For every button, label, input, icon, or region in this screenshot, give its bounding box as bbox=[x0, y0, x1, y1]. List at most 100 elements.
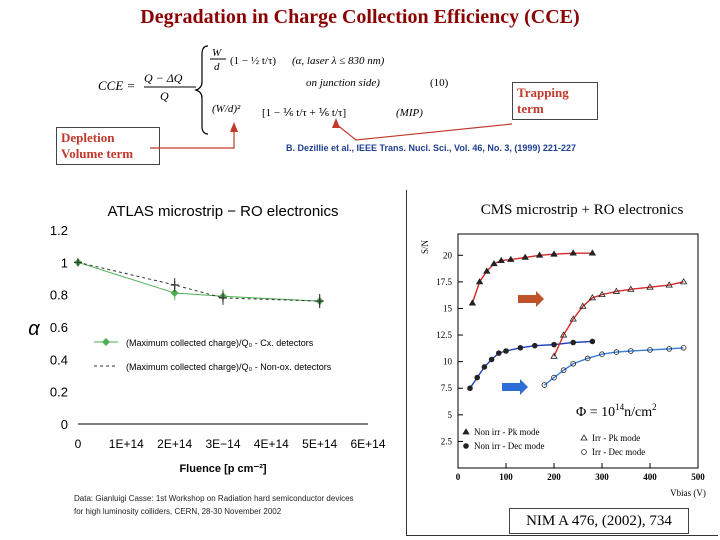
cce-equation: CCE = Q − ΔQ Q W d (1 − ½ t/τ) (α, laser… bbox=[98, 45, 449, 135]
nim-reference: NIM A 476, (2002), 734 bbox=[509, 508, 689, 534]
cms-data-point bbox=[666, 346, 673, 352]
atlas-x-tick: 2E+14 bbox=[157, 437, 192, 451]
cms-data-point bbox=[647, 347, 653, 353]
atlas-y-tick: 0.2 bbox=[50, 385, 68, 400]
atlas-x-label: Fluence [p cm⁻²] bbox=[179, 463, 266, 475]
cms-data-point bbox=[628, 348, 634, 354]
cms-data-point bbox=[475, 278, 484, 285]
cms-legend-entry: Non irr - Pk mode bbox=[474, 427, 540, 437]
cms-data-point bbox=[541, 382, 548, 388]
atlas-legend-marker bbox=[102, 338, 110, 346]
atlas-y-tick: 1.2 bbox=[50, 223, 68, 238]
cms-data-point bbox=[569, 249, 577, 256]
cms-y-tick: 12.5 bbox=[436, 330, 452, 340]
cms-legend-entry: Non irr - Dec mode bbox=[474, 441, 544, 451]
cms-x-tick: 0 bbox=[456, 472, 461, 482]
cms-y-tick: 5 bbox=[448, 410, 453, 420]
cms-data-point bbox=[569, 315, 577, 322]
equation-fraction-num: Q − ΔQ bbox=[144, 71, 183, 85]
cms-data-point bbox=[588, 249, 597, 256]
cms-data-point bbox=[497, 256, 505, 263]
svg-text:(1 − ½ t/τ): (1 − ½ t/τ) bbox=[230, 55, 276, 67]
atlas-data-point bbox=[315, 297, 324, 306]
atlas-footnote-1: Data: Gianluigi Casse: 1st Workshop on R… bbox=[74, 494, 354, 503]
cms-data-point bbox=[570, 339, 577, 346]
atlas-y-tick: 0.8 bbox=[50, 288, 68, 303]
cms-data-point bbox=[468, 299, 477, 306]
cms-x-tick: 300 bbox=[595, 472, 609, 482]
cms-data-point bbox=[481, 364, 488, 370]
cms-data-point bbox=[507, 255, 515, 262]
cms-data-point bbox=[570, 360, 577, 367]
cms-data-point bbox=[612, 287, 621, 294]
cms-y-tick: 7.5 bbox=[441, 383, 453, 393]
atlas-series-line bbox=[77, 261, 320, 302]
cms-series-line bbox=[469, 340, 593, 389]
cms-data-point bbox=[550, 250, 558, 257]
atlas-x-tick: 0 bbox=[75, 437, 82, 451]
cms-y-tick: 20 bbox=[443, 250, 453, 260]
svg-text:W: W bbox=[212, 47, 222, 59]
cms-y-tick: 10 bbox=[443, 357, 453, 367]
atlas-data-point bbox=[74, 258, 82, 267]
cms-legend-marker bbox=[463, 443, 469, 449]
cms-x-tick: 400 bbox=[643, 472, 657, 482]
cms-data-point bbox=[488, 356, 495, 363]
equation-fraction-den: Q bbox=[160, 89, 169, 103]
cms-data-point bbox=[535, 251, 544, 258]
atlas-x-tick: 5E+14 bbox=[302, 437, 337, 451]
atlas-y-tick: 0.6 bbox=[50, 320, 68, 335]
atlas-x-tick: 3E−14 bbox=[205, 437, 240, 451]
cms-y-tick: 15 bbox=[443, 303, 453, 313]
cms-data-point bbox=[532, 342, 538, 349]
cms-data-point bbox=[467, 385, 473, 392]
svg-text:(W/d)²: (W/d)² bbox=[212, 103, 241, 115]
cms-data-point bbox=[627, 285, 635, 292]
cms-data-point bbox=[646, 283, 654, 290]
svg-text:[1 − ⅙ t/τ + ⅙ t/τ]: [1 − ⅙ t/τ + ⅙ t/τ] bbox=[262, 107, 346, 119]
cms-legend-marker bbox=[580, 434, 588, 441]
cms-arrow-irr-dec bbox=[502, 379, 528, 395]
equation-number: (10) bbox=[430, 77, 449, 89]
atlas-data-point bbox=[219, 293, 227, 302]
cms-data-point bbox=[613, 349, 620, 355]
atlas-series-line bbox=[77, 261, 320, 302]
atlas-y-tick: 1 bbox=[61, 255, 68, 270]
equation-lhs: CCE = bbox=[98, 78, 135, 93]
equation-case2: (MIP) bbox=[396, 107, 423, 119]
cms-data-point bbox=[474, 374, 480, 381]
equation-case1b: on junction side) bbox=[306, 77, 380, 89]
cms-data-point bbox=[559, 331, 568, 338]
atlas-y-label: α bbox=[28, 318, 40, 340]
atlas-x-tick: 4E+14 bbox=[254, 437, 289, 451]
cms-data-point bbox=[496, 350, 502, 356]
cms-y-label: S/N bbox=[420, 239, 430, 254]
cms-x-tick: 500 bbox=[691, 472, 705, 482]
cms-data-point bbox=[680, 345, 687, 351]
cms-plot-frame bbox=[457, 233, 699, 469]
cms-data-point bbox=[503, 348, 509, 354]
cms-data-point bbox=[551, 374, 557, 381]
atlas-y-tick: 0 bbox=[61, 417, 68, 432]
svg-text:d: d bbox=[214, 61, 220, 73]
cms-data-point bbox=[588, 294, 597, 301]
atlas-y-tick: 0.4 bbox=[50, 352, 68, 367]
cms-legend-marker bbox=[462, 428, 470, 435]
cms-data-point bbox=[551, 341, 557, 348]
citation: B. Dezillie et al., IEEE Trans. Nucl. Sc… bbox=[286, 143, 576, 153]
cms-data-point bbox=[579, 302, 587, 309]
cms-data-point bbox=[679, 278, 688, 285]
cms-data-point bbox=[598, 290, 606, 298]
cms-chart: CMS microstrip + RO electronics 2.5 5 7.5 10… bbox=[420, 202, 706, 498]
cms-legend-entry: Irr - Pk mode bbox=[592, 433, 640, 443]
cms-legend-entry: Irr - Dec mode bbox=[592, 447, 645, 457]
cms-fluence-label: Φ = 1014n/cm2 bbox=[576, 402, 657, 420]
cms-data-point bbox=[665, 281, 673, 288]
cms-data-point bbox=[490, 260, 498, 267]
cms-data-point bbox=[521, 253, 529, 260]
trapping-term-label: Trapping term bbox=[512, 82, 598, 120]
cms-data-point bbox=[483, 267, 491, 274]
atlas-legend-entry: (Maximum collected charge)/Q₀ - Cx. dete… bbox=[126, 338, 314, 348]
atlas-title: ATLAS microstrip − RO electronics bbox=[107, 203, 338, 220]
